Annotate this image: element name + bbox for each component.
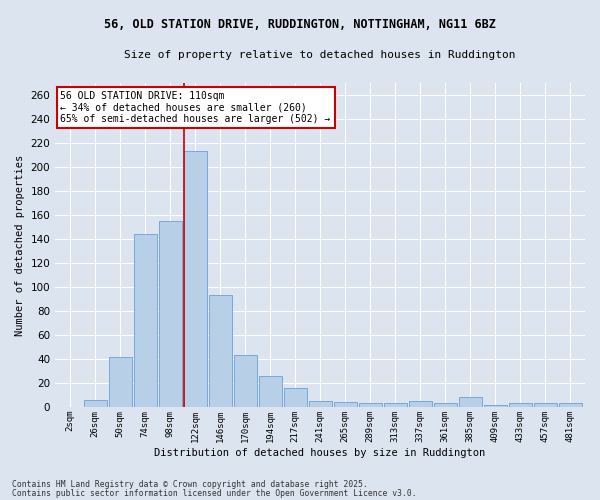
Bar <box>83 400 107 407</box>
Bar <box>334 402 356 407</box>
Bar <box>383 404 407 407</box>
Bar <box>409 401 431 407</box>
Title: Size of property relative to detached houses in Ruddington: Size of property relative to detached ho… <box>124 50 516 60</box>
Text: 56 OLD STATION DRIVE: 110sqm
← 34% of detached houses are smaller (260)
65% of s: 56 OLD STATION DRIVE: 110sqm ← 34% of de… <box>61 91 331 124</box>
Bar <box>259 376 281 407</box>
Text: Contains public sector information licensed under the Open Government Licence v3: Contains public sector information licen… <box>12 489 416 498</box>
Bar <box>458 398 482 407</box>
Bar <box>533 404 557 407</box>
Bar <box>509 404 532 407</box>
Text: Contains HM Land Registry data © Crown copyright and database right 2025.: Contains HM Land Registry data © Crown c… <box>12 480 368 489</box>
Bar <box>184 152 206 407</box>
Y-axis label: Number of detached properties: Number of detached properties <box>15 154 25 336</box>
Bar <box>484 404 506 407</box>
Text: 56, OLD STATION DRIVE, RUDDINGTON, NOTTINGHAM, NG11 6BZ: 56, OLD STATION DRIVE, RUDDINGTON, NOTTI… <box>104 18 496 30</box>
Bar <box>209 296 232 407</box>
Bar <box>109 356 131 407</box>
X-axis label: Distribution of detached houses by size in Ruddington: Distribution of detached houses by size … <box>154 448 486 458</box>
Bar <box>233 356 257 407</box>
Bar <box>559 404 581 407</box>
Bar <box>134 234 157 407</box>
Bar <box>359 404 382 407</box>
Bar <box>158 221 182 407</box>
Bar <box>434 404 457 407</box>
Bar <box>308 401 332 407</box>
Bar <box>284 388 307 407</box>
